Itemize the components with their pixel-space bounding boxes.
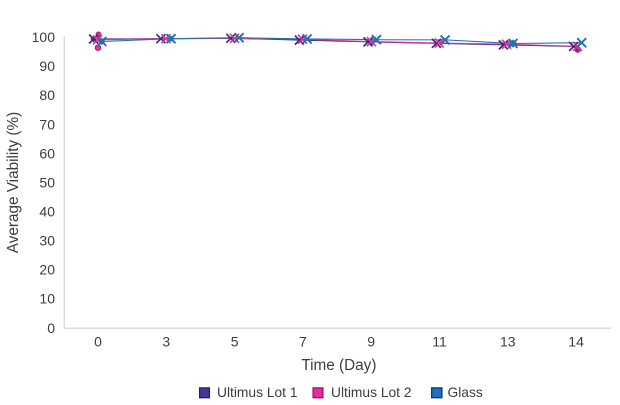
- svg-text:50: 50: [39, 174, 55, 190]
- svg-text:60: 60: [39, 145, 55, 161]
- svg-text:80: 80: [39, 87, 55, 103]
- svg-text:70: 70: [39, 116, 55, 132]
- svg-text:Glass: Glass: [448, 385, 483, 400]
- svg-text:0: 0: [47, 320, 55, 336]
- svg-text:5: 5: [231, 334, 239, 350]
- svg-text:30: 30: [39, 233, 55, 249]
- svg-text:3: 3: [162, 334, 170, 350]
- svg-text:14: 14: [568, 334, 584, 350]
- svg-text:11: 11: [432, 334, 447, 350]
- svg-text:13: 13: [500, 334, 516, 350]
- svg-text:100: 100: [32, 29, 56, 45]
- svg-text:Time (Day): Time (Day): [301, 357, 376, 374]
- svg-text:20: 20: [39, 262, 55, 278]
- svg-text:Ultimus Lot 2: Ultimus Lot 2: [331, 385, 412, 400]
- svg-text:7: 7: [299, 334, 307, 350]
- svg-text:10: 10: [39, 291, 55, 307]
- svg-text:9: 9: [367, 334, 375, 350]
- svg-text:90: 90: [39, 58, 55, 74]
- svg-text:40: 40: [39, 204, 55, 220]
- svg-text:Ultimus Lot 1: Ultimus Lot 1: [217, 385, 298, 400]
- svg-text:Average Viability (%): Average Viability (%): [5, 112, 22, 253]
- svg-text:0: 0: [94, 334, 102, 350]
